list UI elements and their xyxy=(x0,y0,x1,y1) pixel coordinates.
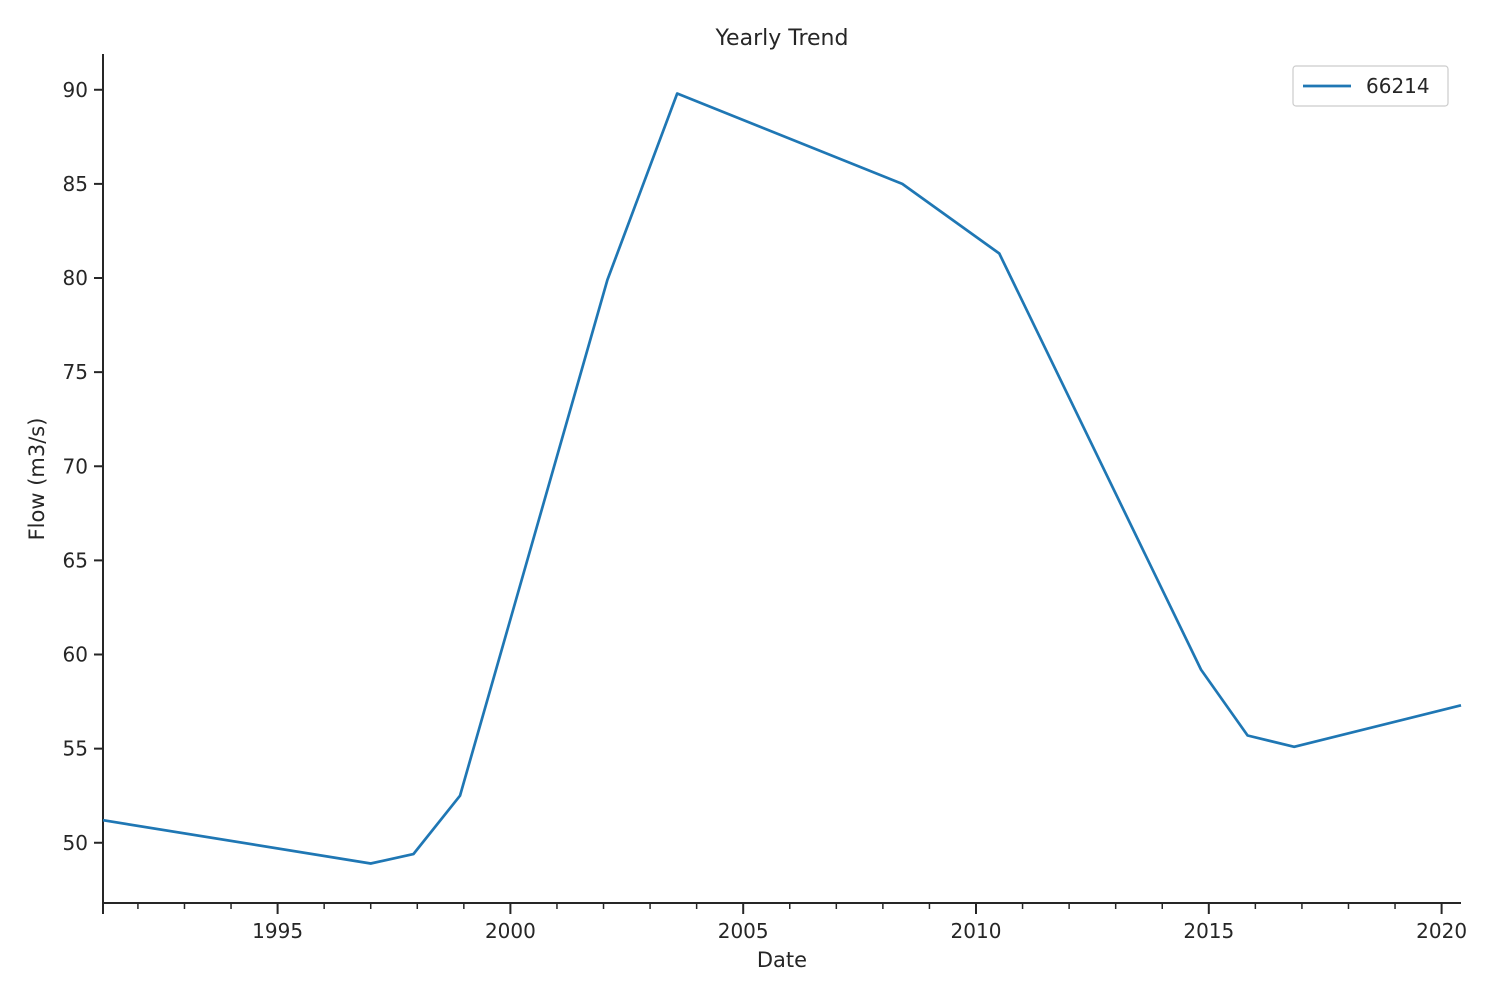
y-tick-label: 90 xyxy=(63,78,88,102)
y-ticks: 50 55 60 65 70 75 80 85 90 xyxy=(63,78,103,855)
x-ticks: 1995 2000 2005 2010 2015 2020 xyxy=(252,903,1467,943)
y-tick-label: 70 xyxy=(63,454,88,478)
chart-title: Yearly Trend xyxy=(715,26,849,51)
y-tick-label: 50 xyxy=(63,831,88,855)
legend-label: 66214 xyxy=(1366,74,1430,98)
y-tick-label: 60 xyxy=(63,643,88,667)
legend: 66214 xyxy=(1292,65,1449,107)
x-tick-label: 2010 xyxy=(951,919,1002,943)
x-minor-ticks xyxy=(102,903,1396,914)
x-tick-label: 2015 xyxy=(1183,919,1234,943)
y-tick-label: 85 xyxy=(63,172,88,196)
y-tick-label: 80 xyxy=(63,266,88,290)
x-tick-label: 2005 xyxy=(718,919,769,943)
legend-frame xyxy=(1292,65,1449,107)
y-tick-label: 75 xyxy=(63,360,88,384)
x-tick-label: 2020 xyxy=(1416,919,1467,943)
y-tick-label: 65 xyxy=(63,548,88,572)
series-line xyxy=(102,92,1462,865)
y-tick-label: 55 xyxy=(63,737,88,761)
x-tick-label: 1995 xyxy=(252,919,303,943)
x-axis-title: Date xyxy=(757,948,807,972)
plot-area xyxy=(102,92,1462,865)
x-tick-label: 2000 xyxy=(485,919,536,943)
y-axis-title: Flow (m3/s) xyxy=(25,418,49,541)
axes xyxy=(102,54,1461,904)
